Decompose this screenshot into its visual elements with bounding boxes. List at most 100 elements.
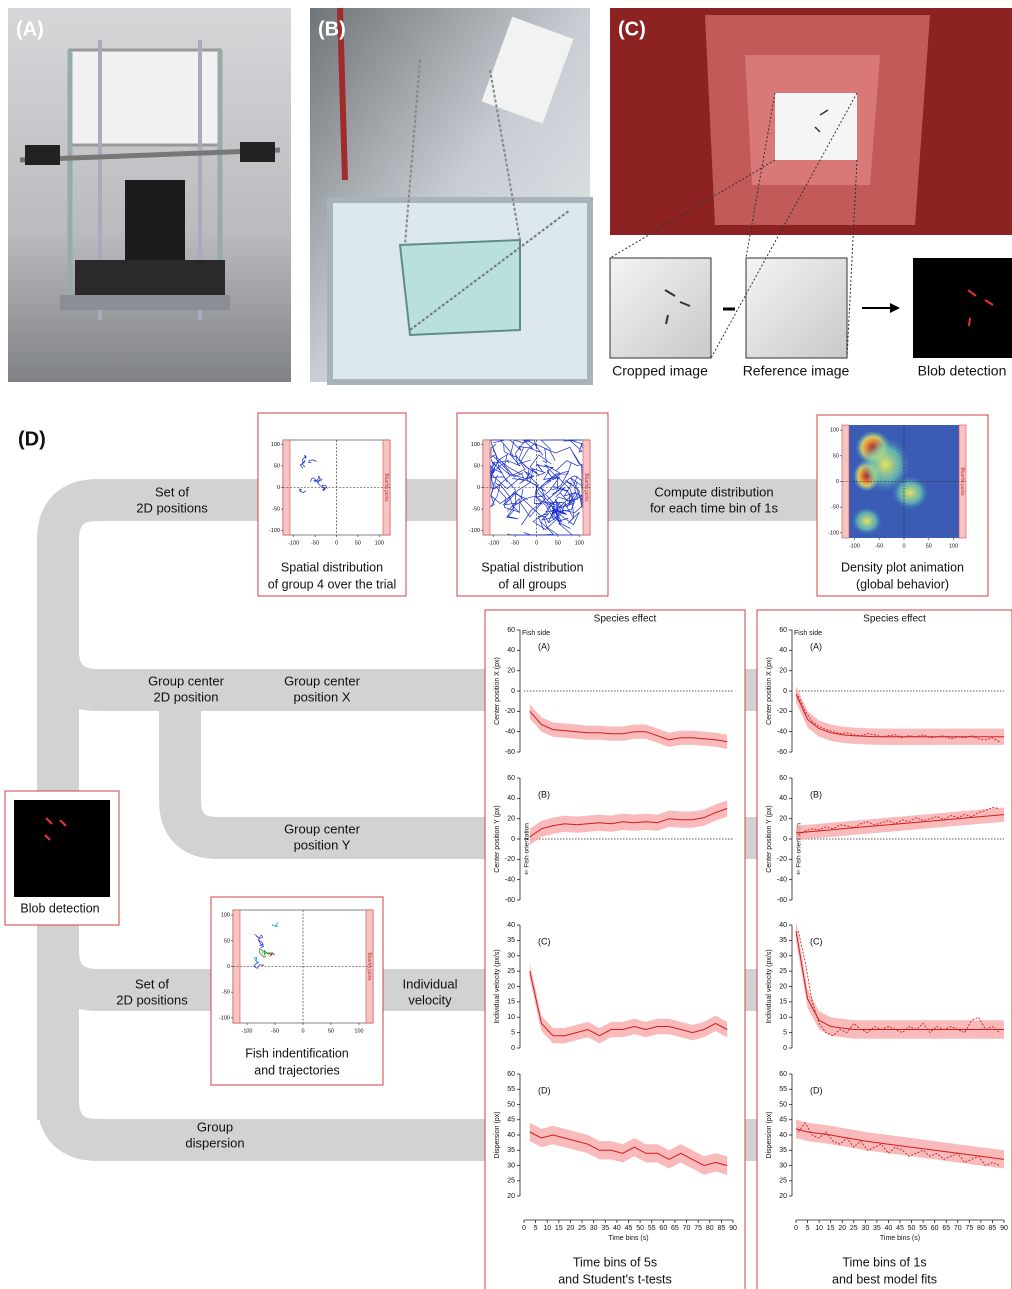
pipe-label: Individual [403,976,458,991]
y-tick-label: -100 [469,528,480,534]
connector [609,92,858,359]
confidence-band [796,921,1004,1039]
y-tick-label: 55 [507,1086,515,1093]
x-tick-label: 0 [794,1225,798,1232]
confidence-band [796,1119,1004,1169]
annotation: ⇐ Fish orientation [796,823,803,875]
y-tick-label: 40 [507,922,515,929]
x-tick-label: 90 [1000,1225,1008,1232]
panel-label: (C) [538,936,551,946]
x-tick-label: -100 [488,540,499,546]
y-tick-label: 100 [471,442,480,448]
trajectory-sketch [502,490,553,521]
y-tick-label: -100 [269,528,280,534]
x-axis-label: Time bins (s) [608,1235,648,1242]
pipe-label: Group center [284,821,361,836]
y-tick-label: 20 [507,983,515,990]
trajectory-sketch [492,455,511,498]
y-tick-label: 60 [507,1071,515,1078]
data-line [797,1121,1000,1167]
arrow [862,303,900,313]
x-tick-label: 45 [625,1225,633,1232]
y-tick-label: 40 [779,795,787,802]
x-tick-label: 25 [578,1225,586,1232]
y-tick-label: 10 [779,1014,787,1021]
cropped-image [609,257,712,359]
column-title: Species effect [594,614,657,625]
data-line [529,710,728,743]
y-tick-label: 40 [507,647,515,654]
pipe-label: for each time bin of 1s [650,500,778,515]
panel-label: (C) [810,936,823,946]
trajectory-sketch [298,488,307,494]
x-tick-label: 30 [861,1225,869,1232]
x-tick-label: 50 [328,1028,334,1034]
x-tick-label: 10 [543,1225,551,1232]
trajectory-sketch [259,947,267,958]
trajectory-sketch [503,468,546,506]
trajectory-sketch [548,498,574,524]
y-tick-label: -20 [777,856,787,863]
y-tick-label: -20 [777,708,787,715]
y-tick-label: -50 [472,507,480,513]
annotation: Fish side [522,630,550,637]
pipe-label: 2D position [153,689,218,704]
x-tick-label: 100 [575,540,584,546]
y-tick-label: 0 [783,688,787,695]
confidence-band [529,800,728,846]
x-tick-label: 100 [354,1028,363,1034]
y-axis-label: Center position Y (px) [494,805,501,872]
y-tick-label: 0 [511,1045,515,1052]
y-tick-label: -50 [222,990,230,996]
trajectory-sketch [308,459,317,464]
column-title: Species effect [863,614,926,625]
y-tick-label: -60 [777,749,787,756]
x-tick-label: 20 [838,1225,846,1232]
x-tick-label: 50 [555,540,561,546]
y-tick-label: 40 [507,1132,515,1139]
confidence-band [796,685,1004,745]
x-tick-label: -50 [311,540,319,546]
column-caption: Time bins of 1s [842,1255,926,1269]
x-tick-label: 45 [896,1225,904,1232]
y-tick-label: 25 [779,1178,787,1185]
y-tick-label: -60 [505,897,515,904]
y-tick-label: 35 [779,937,787,944]
y-tick-label: 20 [779,668,787,675]
x-tick-label: 35 [601,1225,609,1232]
map-caption: (global behavior) [856,577,949,591]
x-tick-label: -100 [241,1028,252,1034]
y-tick-label: 60 [779,775,787,782]
trajectory-sketch [518,447,552,476]
trajectory-sketch [317,478,326,492]
y-tick-label: 55 [779,1086,787,1093]
x-tick-label: -100 [849,543,860,549]
x-tick-label: 10 [815,1225,823,1232]
pipe-label: Set of [155,484,189,499]
y-tick-label: 10 [507,1014,515,1021]
y-tick-label: 40 [507,795,515,802]
x-tick-label: 80 [706,1225,714,1232]
y-tick-label: -20 [505,708,515,715]
y-tick-label: 20 [507,668,515,675]
y-tick-label: 25 [507,1178,515,1185]
column-caption: Time bins of 5s [573,1255,657,1269]
trajectory-sketch [521,462,572,526]
trajectory-sketch [506,521,555,536]
pipe-label: position Y [294,837,351,852]
panel-label: (A) [538,641,550,651]
x-tick-label: 85 [989,1225,997,1232]
blob-image [913,258,1012,358]
trajectory-sketch [563,475,578,508]
y-tick-label: 0 [477,485,480,491]
x-tick-label: 60 [931,1225,939,1232]
trajectory-sketch [543,470,575,511]
density-blob [891,475,929,510]
y-tick-label: -20 [505,856,515,863]
trajectory-sketch [555,499,580,526]
panel-label: (D) [810,1085,823,1095]
x-tick-label: -50 [511,540,519,546]
image-caption: Blob detection [918,363,1007,379]
x-tick-label: 0 [335,540,338,546]
fit-line [795,1128,1005,1160]
